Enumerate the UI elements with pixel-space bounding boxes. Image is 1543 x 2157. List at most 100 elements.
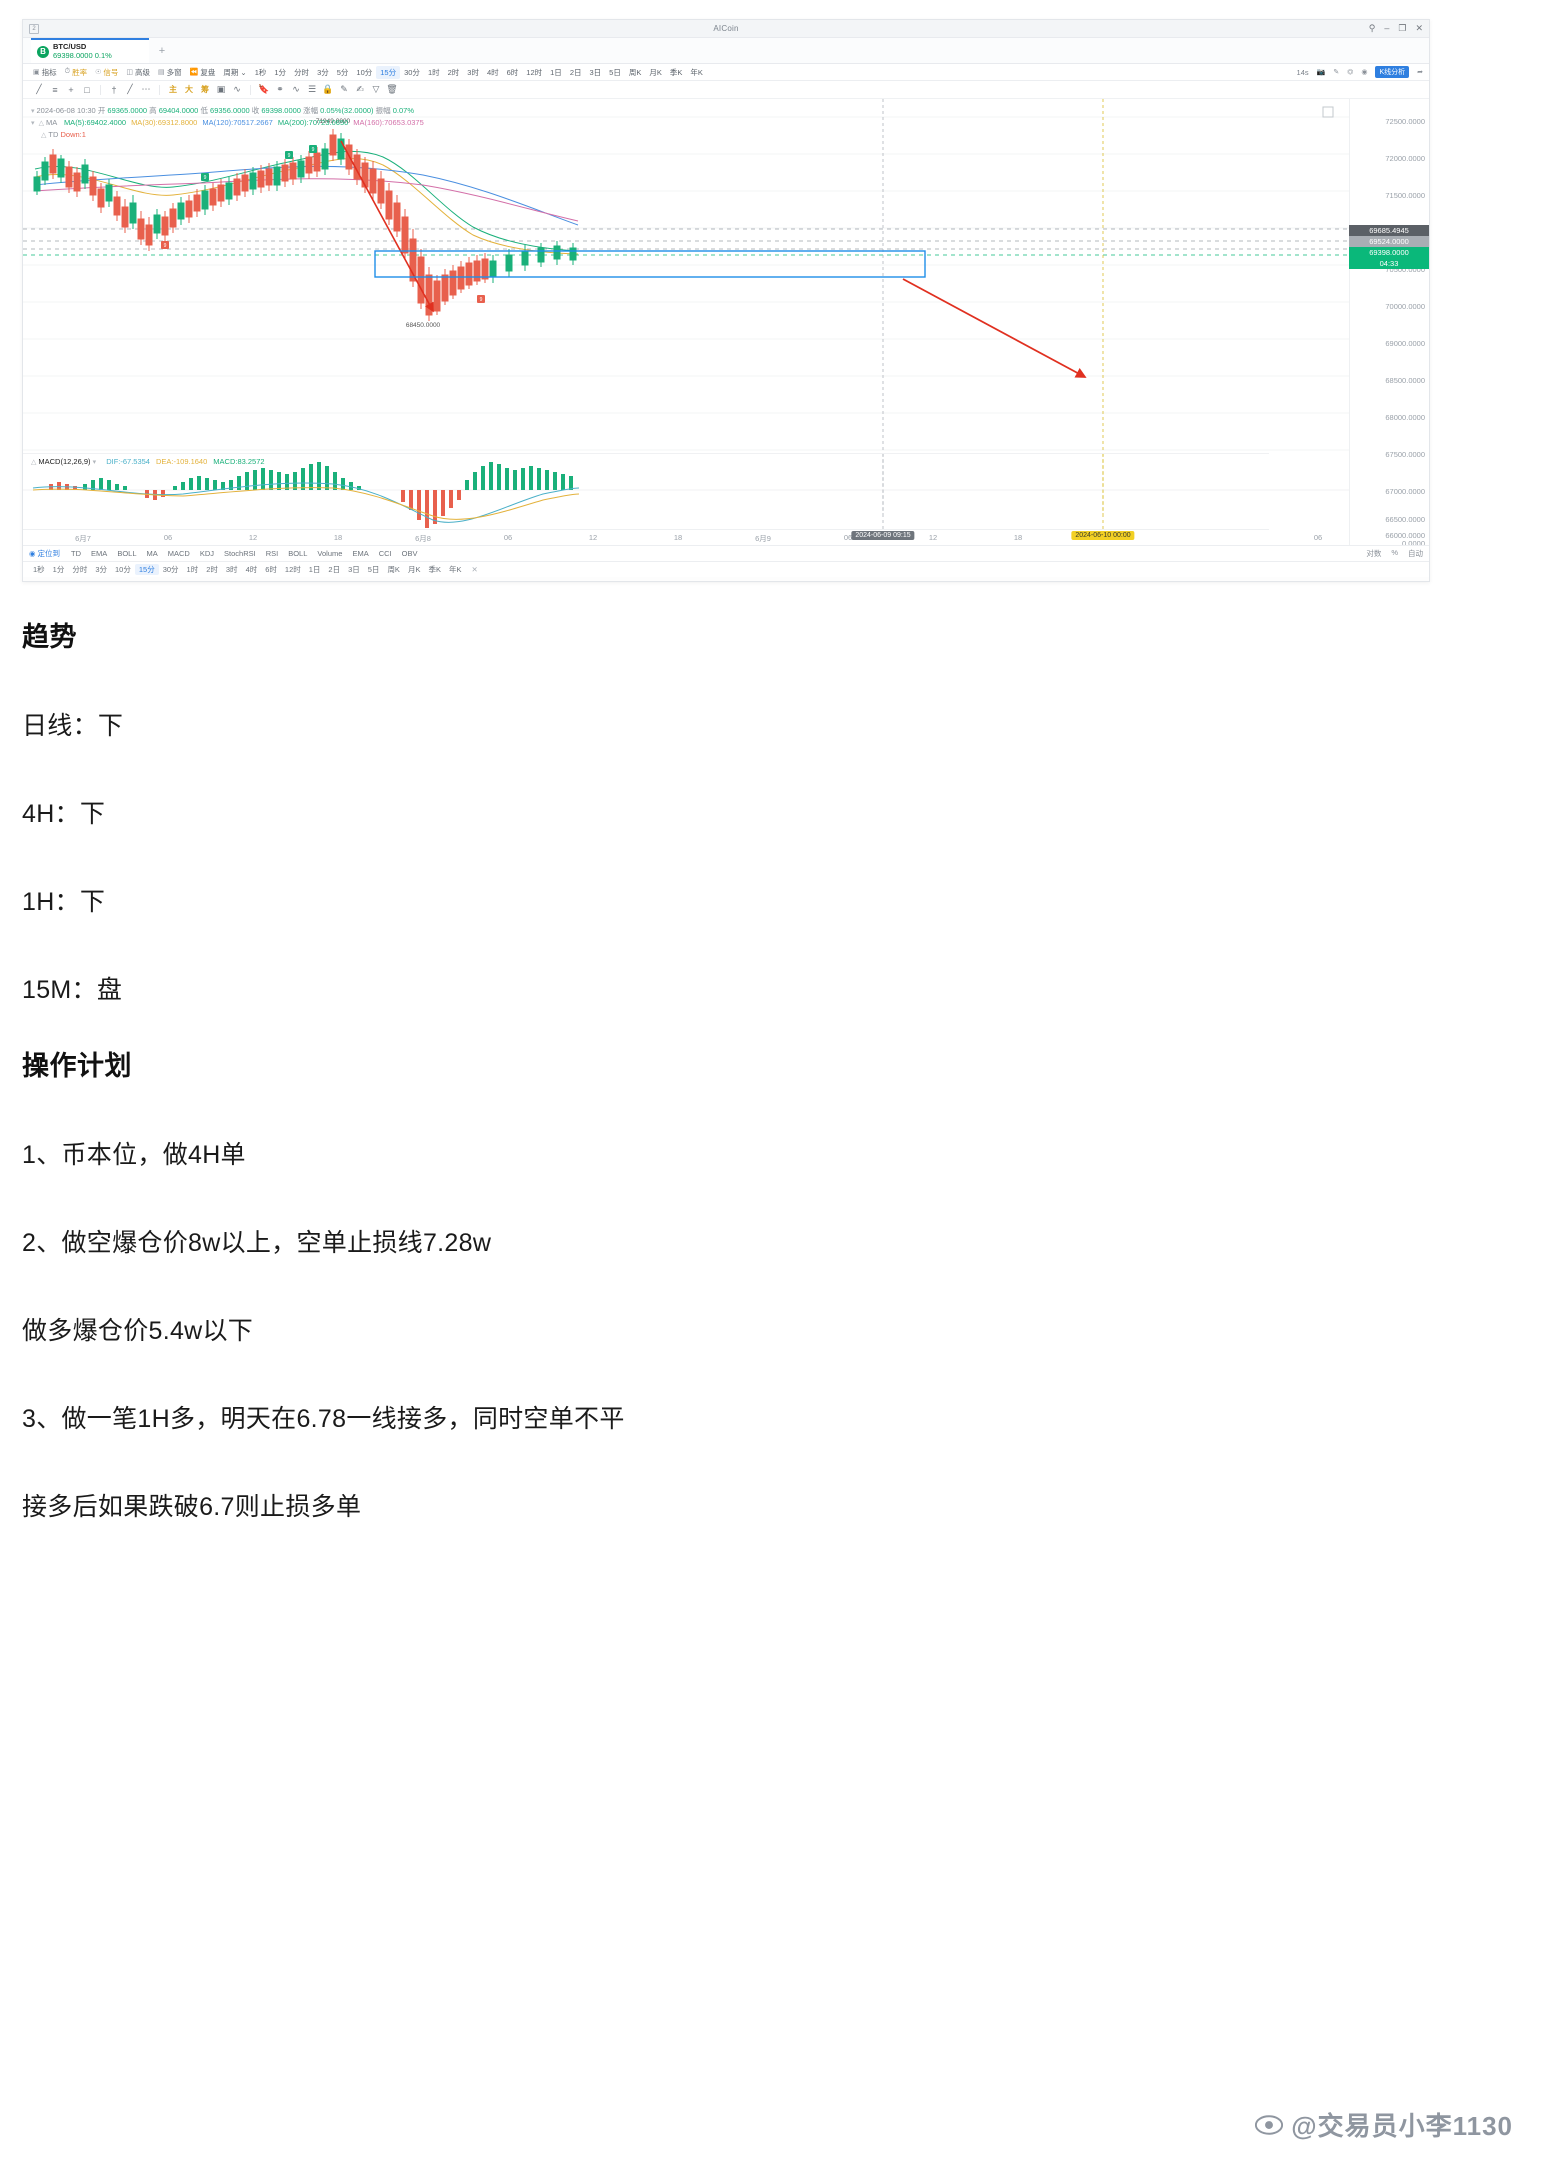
- log-scale-toggle[interactable]: 对数: [1366, 549, 1382, 558]
- add-tab-button[interactable]: +: [158, 44, 166, 57]
- period-3日[interactable]: 3日: [589, 67, 602, 77]
- period-1秒[interactable]: 1秒: [254, 67, 267, 77]
- tool-period-select[interactable]: 周期 ⌄: [223, 67, 247, 77]
- bottom-period-15分[interactable]: 15分: [134, 564, 159, 575]
- bottom-period-1秒[interactable]: 1秒: [33, 565, 45, 574]
- note-icon[interactable]: ✎: [340, 84, 348, 94]
- gold-tool-da[interactable]: 大: [185, 85, 193, 94]
- more-icon[interactable]: ⋯: [141, 84, 151, 94]
- eraser-icon[interactable]: ✍: [356, 84, 364, 94]
- crosshair-icon[interactable]: +: [68, 84, 74, 95]
- kline-analysis-badge[interactable]: K线分析: [1375, 66, 1410, 78]
- indicator-ma[interactable]: MA: [146, 549, 158, 558]
- settings-icon[interactable]: ◉: [1361, 69, 1368, 76]
- tool-signal[interactable]: ☉ 信号: [91, 66, 122, 79]
- period-6时[interactable]: 6时: [506, 67, 519, 77]
- image-icon[interactable]: ▣: [216, 84, 226, 94]
- ruler-icon[interactable]: ☰: [307, 84, 317, 94]
- text-icon[interactable]: †: [111, 84, 117, 95]
- price-axis[interactable]: 72500.000072000.000071500.000071000.0000…: [1349, 99, 1429, 548]
- bottom-period-季K[interactable]: 季K: [428, 565, 441, 574]
- bottom-period-5日[interactable]: 5日: [367, 565, 380, 574]
- alert-icon[interactable]: △: [41, 132, 47, 139]
- tab-btcusd[interactable]: B BTC/USD 69398.0000 0.1%: [31, 38, 149, 63]
- crop-icon[interactable]: ⏣: [1347, 69, 1354, 76]
- indicator-kdj[interactable]: KDJ: [199, 549, 215, 558]
- gold-tool-zhu[interactable]: 主: [169, 85, 177, 94]
- bottom-period-4时[interactable]: 4时: [245, 565, 258, 574]
- bottom-period-30分[interactable]: 30分: [162, 565, 179, 574]
- indicator-ema[interactable]: EMA: [352, 549, 369, 558]
- tool-indicator[interactable]: ▣ 指标: [29, 66, 61, 79]
- period-季K[interactable]: 季K: [669, 67, 683, 77]
- trend-line-icon[interactable]: ╱: [127, 84, 133, 94]
- bottom-period-1日[interactable]: 1日: [308, 565, 321, 574]
- percent-toggle[interactable]: %: [1391, 548, 1398, 557]
- period-年K[interactable]: 年K: [690, 67, 703, 77]
- magnet-icon[interactable]: ⚭: [276, 84, 284, 94]
- close-icon[interactable]: ✕: [1415, 23, 1423, 33]
- tool-replay[interactable]: ⏪ 复盘: [186, 66, 220, 79]
- alert-icon[interactable]: △: [38, 120, 44, 127]
- bottom-period-3时[interactable]: 3时: [225, 565, 238, 574]
- camera-icon[interactable]: 📷: [1316, 69, 1326, 76]
- bottom-period-分时[interactable]: 分时: [72, 565, 88, 574]
- line-icon[interactable]: ╱: [36, 84, 42, 94]
- period-1分[interactable]: 1分: [274, 67, 287, 77]
- period-1日[interactable]: 1日: [550, 67, 562, 77]
- period-2时[interactable]: 2时: [447, 67, 460, 77]
- chevron-down-icon[interactable]: ▾: [92, 459, 97, 466]
- period-15分[interactable]: 15分: [376, 65, 401, 79]
- parallel-lines-icon[interactable]: ≡: [52, 84, 58, 95]
- bottom-period-3日[interactable]: 3日: [348, 565, 360, 574]
- search-icon[interactable]: ⚲: [1368, 23, 1376, 33]
- bookmark-icon[interactable]: 🔖: [258, 84, 270, 94]
- period-1时[interactable]: 1时: [427, 67, 440, 77]
- indicator-cci[interactable]: CCI: [378, 549, 392, 558]
- period-周K[interactable]: 周K: [628, 67, 642, 77]
- bottom-period-10分[interactable]: 10分: [115, 565, 131, 574]
- period-12时[interactable]: 12时: [526, 67, 543, 77]
- period-2日[interactable]: 2日: [569, 67, 582, 77]
- period-3分[interactable]: 3分: [317, 67, 329, 77]
- tool-advanced[interactable]: ◫ 高级: [122, 66, 154, 79]
- period-30分[interactable]: 30分: [404, 67, 420, 77]
- bottom-period-1分[interactable]: 1分: [52, 565, 65, 574]
- wave-icon[interactable]: ∿: [233, 84, 241, 94]
- indicator-rsi[interactable]: RSI: [265, 549, 279, 558]
- indicator-obv[interactable]: OBV: [401, 549, 418, 558]
- period-5日[interactable]: 5日: [609, 67, 621, 77]
- chart-plot[interactable]: 9 9 9 9 9 71949.0000 68450.0000: [23, 99, 1351, 546]
- minimize-button[interactable]: –: [1384, 23, 1390, 33]
- auto-toggle[interactable]: 自动: [1408, 549, 1423, 558]
- draw-icon[interactable]: ∿: [292, 84, 300, 94]
- share-icon[interactable]: ➦: [1417, 69, 1423, 76]
- gold-tool-chou[interactable]: 筹: [201, 85, 209, 94]
- rectangle-icon[interactable]: □: [84, 84, 90, 95]
- alert-icon[interactable]: △: [31, 459, 37, 466]
- indicator-volume[interactable]: Volume: [317, 549, 343, 558]
- indicator-macd[interactable]: MACD: [167, 549, 190, 558]
- bottom-period-1时[interactable]: 1时: [186, 565, 199, 574]
- period-4时[interactable]: 4时: [486, 67, 499, 77]
- bottom-period-12时[interactable]: 12时: [284, 565, 301, 574]
- bottom-period-月K[interactable]: 月K: [407, 565, 421, 574]
- pen-icon[interactable]: ✎: [1333, 69, 1340, 76]
- period-分时[interactable]: 分时: [294, 67, 310, 77]
- tool-winrate[interactable]: ⏱ 胜率: [61, 66, 91, 79]
- trash-icon[interactable]: 🗑: [386, 84, 398, 94]
- chart-area[interactable]: 9 9 9 9 9 71949.0000 68450.0000: [23, 99, 1429, 548]
- bottom-period-2日[interactable]: 2日: [328, 565, 341, 574]
- tool-multiwindow[interactable]: ▤ 多窗: [154, 66, 186, 79]
- bottom-period-周K[interactable]: 周K: [387, 565, 400, 574]
- bottom-period-6时[interactable]: 6时: [265, 565, 277, 574]
- lock-icon[interactable]: 🔒: [322, 84, 334, 94]
- period-5分[interactable]: 5分: [336, 67, 349, 77]
- indicator-boll[interactable]: BOLL: [288, 549, 308, 558]
- bottom-period-3分[interactable]: 3分: [95, 565, 108, 574]
- locate-button[interactable]: ◉ 定位到: [29, 548, 66, 559]
- maximize-button[interactable]: ❐: [1398, 23, 1407, 33]
- indicator-stochrsi[interactable]: StochRSI: [224, 549, 256, 558]
- period-月K[interactable]: 月K: [649, 67, 662, 77]
- filter-icon[interactable]: ▽: [372, 84, 380, 94]
